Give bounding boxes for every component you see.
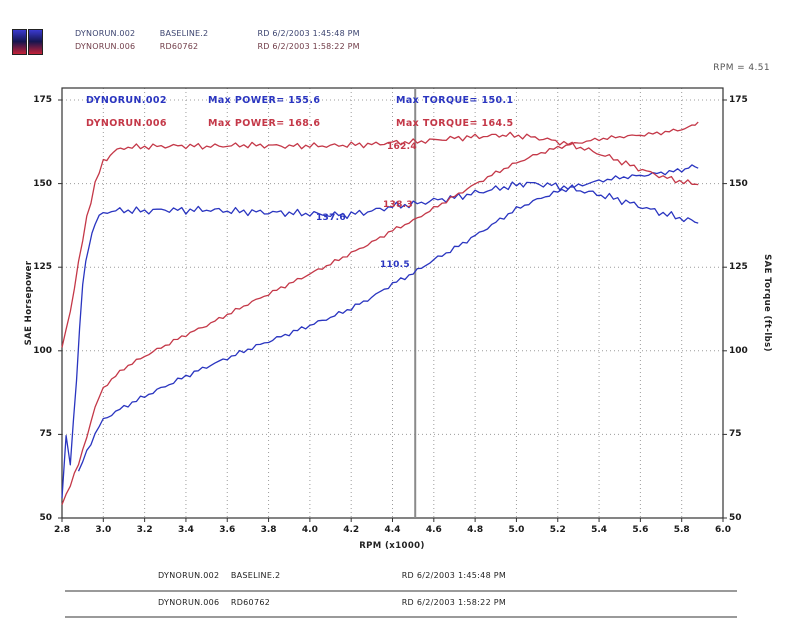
curve-run006_torque xyxy=(61,131,699,348)
run-timestamp: RD 6/2/2003 1:45:48 PM xyxy=(257,29,360,38)
chart-legend-row-2: DYNORUN.006 Max POWER= 168.6 Max TORQUE=… xyxy=(86,118,513,129)
max-power-value: Max POWER= 168.6 xyxy=(208,118,321,129)
y-axis-title-right: SAE Torque (ft-lbs) xyxy=(762,254,772,352)
run-desc: RD60762 xyxy=(159,42,199,51)
run-desc: RD60762 xyxy=(230,598,271,607)
footer-divider xyxy=(65,590,737,592)
run-name: DYNORUN.002 xyxy=(158,571,220,580)
max-torque-value: Max TORQUE= 150.1 xyxy=(396,95,514,106)
header-legend-row-1: DYNORUN.002 BASELINE.2 RD 6/2/2003 1:45:… xyxy=(75,29,360,40)
run-timestamp: RD 6/2/2003 1:58:22 PM xyxy=(257,42,360,51)
cursor-rpm-readout: RPM = 4.51 xyxy=(713,63,770,73)
run-name: DYNORUN.006 xyxy=(75,42,136,51)
run-name: DYNORUN.002 xyxy=(86,95,167,106)
footer-table-row-1: DYNORUN.002 BASELINE.2 RD 6/2/2003 1:45:… xyxy=(158,571,506,580)
max-power-value: Max POWER= 155.6 xyxy=(208,95,321,106)
run-name: DYNORUN.002 xyxy=(75,29,136,38)
chart-legend-row-1: DYNORUN.002 Max POWER= 155.6 Max TORQUE=… xyxy=(86,95,513,106)
footer-divider xyxy=(65,616,737,618)
run-desc: BASELINE.2 xyxy=(230,571,281,580)
run-name: DYNORUN.006 xyxy=(158,598,220,607)
run-color-chip-2 xyxy=(28,29,43,55)
curve-run002_power xyxy=(77,164,699,472)
x-axis-title: RPM (x1000) xyxy=(359,541,425,551)
footer-table-row-2: DYNORUN.006 RD60762 RD 6/2/2003 1:58:22 … xyxy=(158,598,506,607)
curve-run002_torque xyxy=(61,181,699,498)
run-name: DYNORUN.006 xyxy=(86,118,167,129)
y-axis-title-left: SAE Horsepower xyxy=(24,260,34,346)
header-legend-row-2: DYNORUN.006 RD60762 RD 6/2/2003 1:58:22 … xyxy=(75,42,360,53)
run-color-chip-1 xyxy=(12,29,27,55)
curve-run006_power xyxy=(61,121,699,505)
run-timestamp: RD 6/2/2003 1:58:22 PM xyxy=(401,598,507,607)
run-timestamp: RD 6/2/2003 1:45:48 PM xyxy=(401,571,507,580)
max-torque-value: Max TORQUE= 164.5 xyxy=(396,118,514,129)
run-desc: BASELINE.2 xyxy=(159,29,209,38)
